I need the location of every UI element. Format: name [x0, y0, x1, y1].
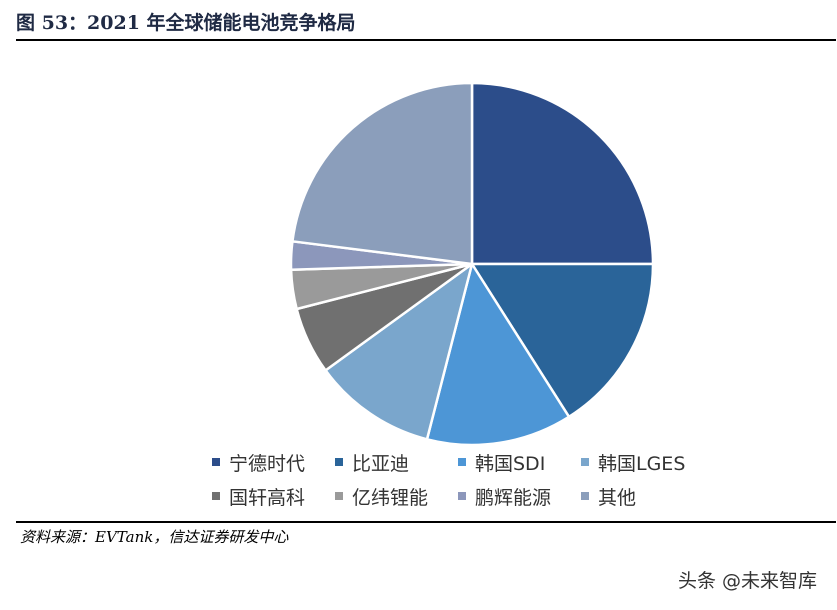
legend-row: 国轩高科 亿纬锂能 鹏辉能源 其他 — [212, 479, 772, 513]
legend-label: 比亚迪 — [352, 452, 410, 475]
watermark: 头条 @未来智库 — [677, 570, 817, 592]
legend-label: 韩国SDI — [475, 452, 546, 475]
legend-label: 韩国LGES — [598, 452, 686, 475]
legend-item-gotion: 国轩高科 — [212, 483, 335, 510]
pie-slice-3 — [324, 262, 474, 441]
legend-item-byd: 比亚迪 — [335, 449, 458, 476]
legend-swatch — [581, 458, 589, 466]
legend-swatch — [458, 458, 466, 466]
pie-slice-7 — [291, 81, 474, 266]
legend-swatch — [212, 492, 220, 500]
figure-title: 图 53：2021 年全球储能电池竞争格局 — [16, 12, 356, 34]
legend-swatch — [335, 458, 343, 466]
legend-item-great-power: 鹏辉能源 — [458, 483, 581, 510]
legend-item-others: 其他 — [581, 483, 704, 510]
legend-item-samsung-sdi: 韩国SDI — [458, 449, 581, 476]
chart-legend: 宁德时代 比亚迪 韩国SDI 韩国LGES 国轩高科 亿纬锂能 鹏辉能源 — [212, 445, 772, 513]
legend-item-lges: 韩国LGES — [581, 449, 704, 476]
legend-swatch — [581, 492, 589, 500]
legend-swatch — [458, 492, 466, 500]
legend-label: 其他 — [598, 486, 637, 509]
legend-label: 宁德时代 — [229, 452, 306, 475]
legend-label: 国轩高科 — [229, 486, 306, 509]
pie-slice-0 — [470, 81, 655, 266]
legend-swatch — [335, 492, 343, 500]
legend-row: 宁德时代 比亚迪 韩国SDI 韩国LGES — [212, 445, 772, 479]
legend-label: 鹏辉能源 — [475, 486, 552, 509]
legend-item-catl: 宁德时代 — [212, 449, 335, 476]
pie-slice-1 — [470, 262, 655, 419]
source-divider — [16, 521, 836, 523]
legend-item-eve: 亿纬锂能 — [335, 483, 458, 510]
title-divider — [16, 39, 836, 41]
source-note: 资料来源：EVTank，信达证券研发中心 — [20, 528, 289, 546]
legend-swatch — [212, 458, 220, 466]
legend-label: 亿纬锂能 — [352, 486, 429, 509]
pie-slice-2 — [425, 262, 571, 447]
